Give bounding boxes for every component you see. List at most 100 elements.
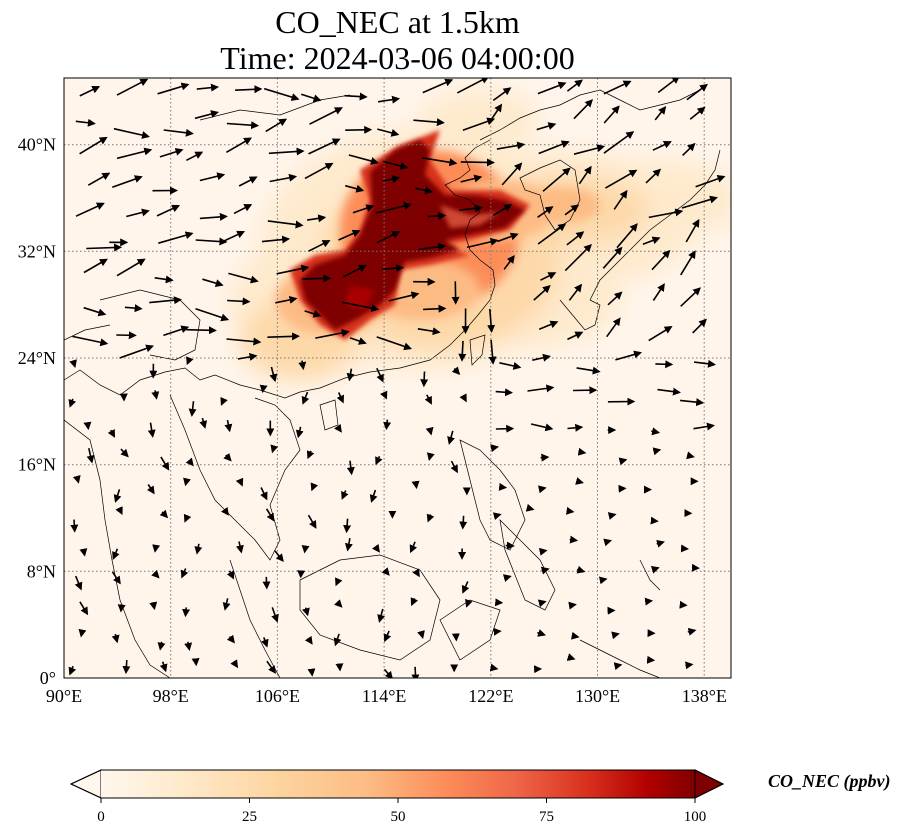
wind-vector [568, 601, 577, 610]
wind-vector [115, 506, 123, 516]
wind-vector [301, 545, 310, 554]
wind-vector [301, 391, 310, 405]
wind-vector [72, 335, 109, 347]
wind-vector [687, 627, 697, 636]
wind-vector [183, 513, 192, 523]
wind-vector [680, 287, 701, 307]
wind-vector [236, 541, 244, 554]
figure-title: CO_NEC at 1.5km [275, 4, 520, 40]
wind-vector [616, 223, 638, 249]
colorbar-tick-label: 100 [684, 809, 707, 825]
wind-vector [422, 78, 454, 94]
wind-vector [238, 176, 258, 187]
plume-core [300, 140, 525, 330]
wind-vector [225, 137, 252, 153]
wind-vector [611, 631, 620, 640]
wind-vector [343, 518, 352, 534]
wind-vector [680, 398, 705, 407]
wind-vectors [68, 78, 726, 678]
wind-vector [146, 484, 155, 495]
wind-vector [120, 448, 129, 458]
wind-vector [692, 318, 707, 334]
wind-vector [336, 392, 345, 404]
wind-vector [689, 106, 706, 120]
wind-vector [411, 480, 420, 490]
wind-vector [417, 630, 425, 639]
wind-vector [458, 340, 467, 362]
wind-vector [613, 662, 623, 671]
wind-vector [536, 122, 557, 131]
wind-vector [188, 401, 197, 417]
wind-vector [694, 359, 716, 368]
wind-vector [491, 103, 503, 119]
wind-vector [651, 249, 671, 271]
colorbar-tick-label: 25 [242, 809, 257, 825]
wind-vector [163, 128, 194, 137]
wind-vector [380, 390, 388, 400]
colorbar-extend-max [694, 769, 725, 799]
lat-tick-label: 40°N [18, 135, 56, 155]
wind-vector [79, 136, 108, 155]
wind-vector [465, 598, 473, 608]
lat-tick-label: 24°N [18, 348, 56, 368]
wind-vector [566, 231, 585, 246]
wind-vector [654, 106, 667, 121]
wind-vector [603, 80, 632, 95]
wind-vector [417, 327, 441, 336]
wind-vector [196, 83, 219, 92]
wind-vector [375, 202, 413, 214]
wind-vector [157, 82, 190, 95]
wind-vector [426, 452, 435, 461]
wind-vector [226, 121, 260, 130]
lon-tick-label: 138°E [682, 686, 727, 706]
wind-vector [117, 604, 126, 613]
wind-vector [237, 352, 258, 361]
wind-vector [645, 168, 662, 184]
lat-tick-label: 16°N [18, 455, 56, 475]
wind-vector [655, 360, 674, 369]
wind-vector [306, 214, 327, 223]
wind-vector [195, 237, 228, 246]
wind-vector [605, 169, 638, 189]
wind-vector [537, 206, 554, 218]
wind-vector [447, 430, 455, 445]
wind-vector [267, 332, 300, 341]
wind-vector [657, 387, 681, 396]
wind-vector [410, 597, 419, 607]
wind-vector [607, 512, 617, 520]
wind-vector [265, 508, 275, 522]
wind-vector [503, 255, 515, 270]
wind-vector [409, 541, 418, 554]
wind-vector [377, 128, 400, 137]
wind-vector [222, 598, 231, 611]
wind-vector [345, 125, 373, 134]
wind-vector [222, 230, 246, 243]
wind-vector [425, 426, 434, 436]
wind-vector [269, 173, 298, 183]
colorbar-tick-label: 50 [391, 809, 406, 825]
wind-vector [307, 514, 317, 529]
wind-vector [656, 539, 665, 548]
wind-vector [310, 482, 319, 492]
wind-vector [226, 337, 262, 346]
wind-vector [235, 477, 244, 487]
wind-vector [569, 535, 579, 544]
wind-vector [151, 390, 160, 400]
wind-vector [681, 195, 718, 209]
wind-vector [268, 147, 305, 156]
wind-vector [183, 477, 191, 487]
wind-vector [230, 659, 239, 669]
wind-vector [182, 607, 191, 618]
wind-vector [111, 633, 120, 644]
wind-vector [342, 301, 380, 312]
colorbar-extend-min [69, 769, 102, 799]
wind-vector [540, 453, 550, 462]
wind-vector [680, 250, 696, 276]
wind-vector [538, 485, 547, 494]
wind-vector [492, 512, 502, 521]
wind-vector [260, 637, 269, 648]
wind-vector [342, 264, 367, 278]
wind-vector [304, 309, 322, 318]
wind-vector [346, 368, 355, 382]
wind-vector [542, 167, 571, 192]
